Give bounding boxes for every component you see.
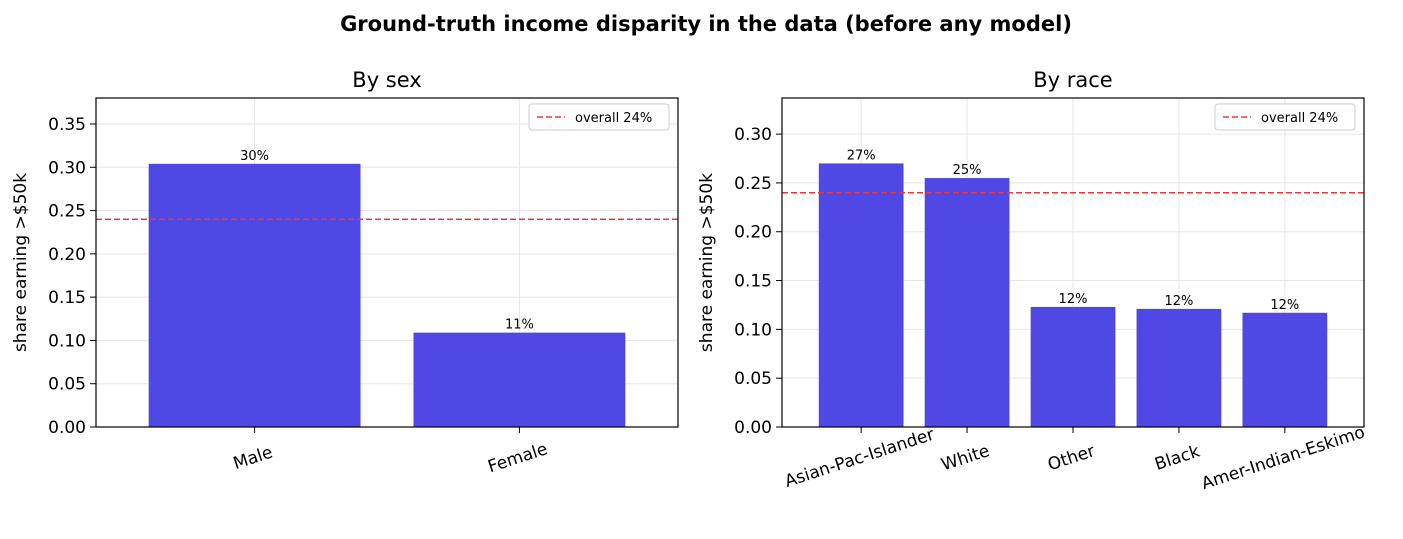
x-tick-label: Black xyxy=(1152,442,1202,475)
bar-male xyxy=(148,163,361,428)
bar-asian-pac-islander xyxy=(818,163,904,428)
y-tick-label: 0.05 xyxy=(48,375,86,395)
chart-title: By race xyxy=(1033,68,1112,92)
y-tick-label: 0.00 xyxy=(734,418,772,438)
y-tick-label: 0.10 xyxy=(48,331,86,351)
y-tick-label: 0.10 xyxy=(734,320,772,340)
chart-by-race: 27% 25% 12% 12% 12% 0.00 0.05 0.10 0.15 0.20 0.25 0… xyxy=(697,68,1367,494)
legend: overall 24% xyxy=(528,103,670,131)
y-tick-label: 0.15 xyxy=(48,288,86,308)
y-tick-label: 0.20 xyxy=(734,223,772,243)
legend-box xyxy=(1214,103,1356,131)
x-tick-label: Female xyxy=(486,439,551,477)
y-tick-label: 0.30 xyxy=(48,158,86,178)
bar-other xyxy=(1030,306,1116,427)
x-tick-label: Asian-Pac-Islander xyxy=(782,425,937,492)
legend-label: overall 24% xyxy=(1261,111,1338,126)
bar-value-label: 11% xyxy=(505,318,534,333)
y-tick-label: 0.20 xyxy=(48,245,86,265)
legend-box xyxy=(528,103,670,131)
y-tick-label: 0.25 xyxy=(48,202,86,222)
bar-white xyxy=(924,178,1010,427)
legend-label: overall 24% xyxy=(575,111,652,126)
y-tick-label: 0.05 xyxy=(734,369,772,389)
axes-frame xyxy=(95,97,679,428)
x-tick-label: Amer-Indian-Eskimo xyxy=(1199,422,1367,494)
y-axis-label: share earning >$50k xyxy=(697,173,717,352)
bar-value-label: 12% xyxy=(1164,294,1193,309)
bar-value-label: 12% xyxy=(1270,298,1299,313)
bar-value-label: 12% xyxy=(1059,292,1088,307)
y-axis-label: share earning >$50k xyxy=(11,173,31,352)
x-tick-label: Other xyxy=(1045,441,1097,475)
x-tick-label: Male xyxy=(231,443,275,474)
y-tick-label: 0.35 xyxy=(48,115,86,135)
x-tick-label: White xyxy=(939,441,992,475)
y-tick-label: 0.00 xyxy=(48,418,86,438)
y-tick-label: 0.15 xyxy=(734,272,772,292)
chart-title: By sex xyxy=(352,68,421,92)
legend: overall 24% xyxy=(1214,103,1356,131)
figure-title: Ground-truth income disparity in the dat… xyxy=(340,12,1072,36)
y-tick-label: 0.30 xyxy=(734,125,772,145)
bar-value-label: 27% xyxy=(847,148,876,163)
bar-value-label: 30% xyxy=(240,149,269,164)
chart-by-sex: 30% 11% 0.00 0.05 0.10 0.15 0.20 0.25 0.30 0.35 Ma… xyxy=(11,68,679,477)
bar-female xyxy=(413,332,626,427)
bar-amer-indian-eskimo xyxy=(1242,312,1328,427)
y-tick-label: 0.25 xyxy=(734,174,772,194)
bar-value-label: 25% xyxy=(953,163,982,178)
bar-black xyxy=(1136,308,1222,427)
